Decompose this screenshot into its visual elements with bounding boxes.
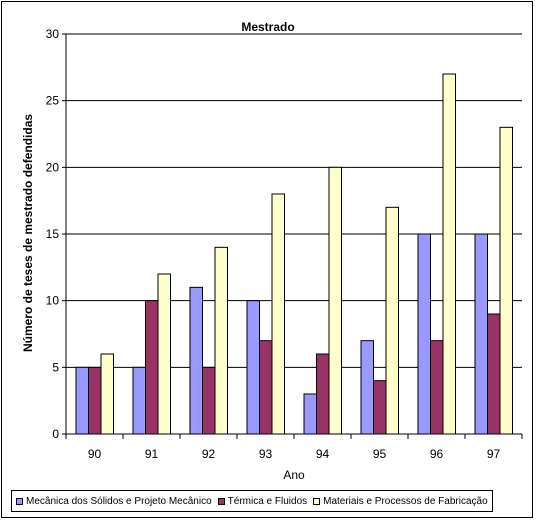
y-tick-label: 30	[46, 27, 60, 41]
x-tick-label: 94	[316, 447, 330, 461]
legend-label: Materiais e Processos de Fabricação	[323, 495, 488, 507]
y-tick-label: 15	[46, 227, 60, 241]
x-tick-label: 93	[259, 447, 273, 461]
y-tick-label: 5	[52, 360, 59, 374]
legend: Mecânica dos Sólidos e Projeto Mecânico T…	[11, 490, 493, 512]
bar	[385, 206, 399, 435]
y-axis-label: Número de teses de mestrado defendidas	[21, 114, 35, 352]
y-tick-label: 10	[46, 294, 60, 308]
bar	[328, 166, 342, 435]
legend-label: Mecânica dos Sólidos e Projeto Mecânico	[26, 495, 212, 507]
x-tick-labels: 90 91 92 93 94 95 96 97	[88, 447, 501, 461]
bar	[474, 233, 488, 435]
chart-title: Mestrado	[241, 20, 294, 34]
bar	[430, 340, 444, 435]
legend-item: Térmica e Fluidos	[217, 495, 308, 507]
legend-swatch	[16, 497, 23, 505]
x-axis-label: Ano	[283, 468, 305, 482]
y-tick-labels: 0 5 10 15 20 25 30	[46, 27, 60, 441]
bar	[246, 300, 260, 435]
x-tick-label: 95	[373, 447, 387, 461]
axes	[62, 33, 523, 439]
x-tick-label: 92	[202, 447, 216, 461]
y-tick-label: 20	[46, 160, 60, 174]
bar	[316, 353, 330, 435]
bar	[487, 313, 501, 435]
legend-label: Térmica e Fluidos	[227, 495, 308, 507]
bar	[157, 273, 171, 435]
x-tick-label: 90	[88, 447, 102, 461]
bar	[499, 126, 513, 435]
bar	[189, 286, 203, 435]
y-tick-label: 0	[52, 427, 59, 441]
y-tick-label: 25	[46, 94, 60, 108]
x-tick-label: 96	[430, 447, 444, 461]
legend-item: Materiais e Processos de Fabricação	[313, 496, 488, 507]
bar	[303, 393, 317, 435]
bar	[145, 300, 159, 435]
legend-item: Mecânica dos Sólidos e Projeto Mecânico	[16, 496, 212, 507]
bar	[75, 366, 89, 435]
legend-swatch	[313, 497, 321, 505]
bar	[100, 353, 114, 435]
x-tick-label: 91	[145, 447, 159, 461]
legend-swatch	[217, 497, 225, 505]
bar	[360, 340, 374, 435]
bar	[214, 246, 228, 435]
bars	[75, 73, 513, 435]
bar	[132, 366, 146, 435]
bar	[417, 233, 431, 435]
bar	[271, 193, 285, 435]
bar	[373, 380, 387, 435]
bar	[88, 366, 102, 435]
bar	[442, 73, 456, 435]
bar	[259, 340, 273, 435]
bar	[202, 366, 216, 435]
x-tick-label: 97	[487, 447, 501, 461]
